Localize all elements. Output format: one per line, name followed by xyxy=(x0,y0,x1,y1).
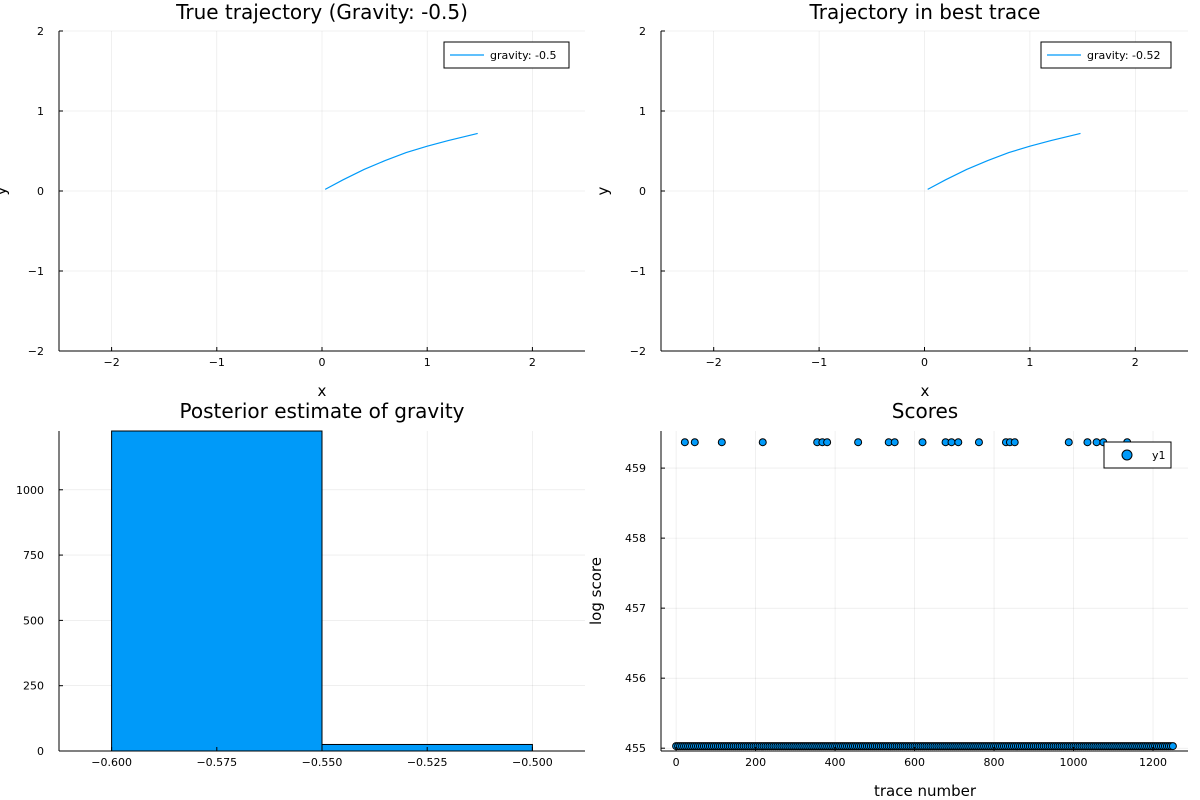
y-tick-label: 455 xyxy=(625,742,646,755)
chart-title: Scores xyxy=(892,399,958,423)
scatter-point xyxy=(854,438,863,447)
x-tick-label: −0.600 xyxy=(91,756,132,769)
x-tick-label: 400 xyxy=(825,756,846,769)
y-tick-label: 456 xyxy=(625,672,646,685)
legend: gravity: -0.52 xyxy=(1040,41,1172,69)
x-tick-label: −0.500 xyxy=(512,756,553,769)
series-line xyxy=(324,132,478,190)
x-tick-label: −0.525 xyxy=(407,756,448,769)
x-tick-label: 1200 xyxy=(1139,756,1167,769)
legend: gravity: -0.5 xyxy=(443,41,570,69)
legend-label: y1 xyxy=(1152,449,1166,462)
x-tick-label: 2 xyxy=(1132,356,1139,369)
y-tick-label: 1 xyxy=(639,105,646,118)
y-tick-label: −2 xyxy=(630,345,646,358)
x-tick-label: −2 xyxy=(706,356,722,369)
scatter-point xyxy=(1064,438,1073,447)
y-axis-label: log score xyxy=(587,557,605,625)
panel-true-trajectory: True trajectory (Gravity: -0.5) x y −2 −1… xyxy=(0,0,585,400)
x-tick-label: 0 xyxy=(673,756,680,769)
y-tick-label: 2 xyxy=(37,25,44,38)
scatter-point xyxy=(974,438,983,447)
y-tick-label: 0 xyxy=(639,185,646,198)
x-tick-label: −1 xyxy=(209,356,225,369)
y-tick-label: 0 xyxy=(37,185,44,198)
chart-title: Trajectory in best trace xyxy=(809,0,1041,24)
y-tick-label: 2 xyxy=(639,25,646,38)
series-line xyxy=(927,132,1081,190)
y-tick-label: 1000 xyxy=(16,484,44,497)
scatter-point xyxy=(680,438,689,447)
legend-box xyxy=(1103,441,1172,469)
x-tick-label: 2 xyxy=(529,356,536,369)
y-tick-label: 250 xyxy=(23,680,44,693)
x-tick-label: −2 xyxy=(103,356,119,369)
y-tick-label: 1 xyxy=(37,105,44,118)
x-tick-label: −1 xyxy=(811,356,827,369)
y-axis-label: y xyxy=(0,186,10,195)
y-tick-label: −1 xyxy=(630,265,646,278)
x-axis-label: x xyxy=(318,382,327,400)
x-tick-label: −0.550 xyxy=(302,756,343,769)
panel-posterior-gravity: Posterior estimate of gravity −0.600 −0.5… xyxy=(16,399,585,769)
scatter-point xyxy=(1092,438,1101,447)
scatter-point xyxy=(890,438,899,447)
scatter-point xyxy=(758,438,767,447)
x-tick-label: 1000 xyxy=(1060,756,1088,769)
x-axis-label: x xyxy=(921,382,930,400)
y-tick-label: 458 xyxy=(625,532,646,545)
y-axis-label: y xyxy=(594,186,612,195)
panel-scores: Scores trace number log score 0 200 400 600… xyxy=(587,399,1188,800)
scatter-point xyxy=(918,438,927,447)
scatter-point xyxy=(690,438,699,447)
histogram-bar xyxy=(111,430,323,752)
x-tick-label: 600 xyxy=(904,756,925,769)
scatter-point xyxy=(1168,742,1177,751)
chart-title: Posterior estimate of gravity xyxy=(180,399,465,423)
scatter-point xyxy=(1010,438,1019,447)
y-tick-label: 750 xyxy=(23,549,44,562)
y-tick-label: 500 xyxy=(23,614,44,627)
legend-label: gravity: -0.5 xyxy=(490,49,557,62)
x-axis-label: trace number xyxy=(874,782,977,800)
y-tick-label: 457 xyxy=(625,602,646,615)
x-tick-label: 800 xyxy=(984,756,1005,769)
x-tick-label: −0.575 xyxy=(196,756,237,769)
x-tick-label: 1 xyxy=(424,356,431,369)
x-tick-label: 0 xyxy=(319,356,326,369)
legend: y1 xyxy=(1103,441,1172,469)
x-tick-label: 0 xyxy=(921,356,928,369)
chart-title: True trajectory (Gravity: -0.5) xyxy=(175,0,468,24)
scatter-point xyxy=(823,438,832,447)
y-tick-label: −1 xyxy=(28,265,44,278)
y-tick-label: 459 xyxy=(625,462,646,475)
scatter-point xyxy=(1083,438,1092,447)
legend-marker xyxy=(1121,449,1133,461)
x-tick-label: 200 xyxy=(745,756,766,769)
panel-best-trace: Trajectory in best trace x y −2 −1 0 1 2 −2 −1… xyxy=(594,0,1188,400)
scatter-point xyxy=(717,438,726,447)
legend-label: gravity: -0.52 xyxy=(1087,49,1161,62)
x-tick-label: 1 xyxy=(1026,356,1033,369)
y-tick-label: 0 xyxy=(37,745,44,758)
scatter-point xyxy=(947,438,956,447)
y-tick-label: −2 xyxy=(28,345,44,358)
scatter-point xyxy=(954,438,963,447)
